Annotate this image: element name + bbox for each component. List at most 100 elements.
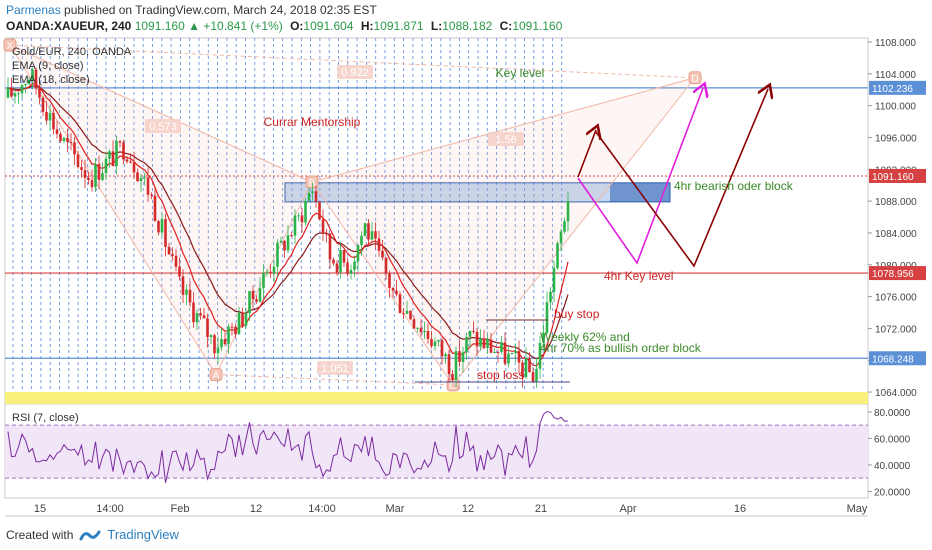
- time-tick-label: 15: [34, 503, 46, 515]
- candle: [171, 254, 174, 256]
- candle: [237, 312, 241, 335]
- ema-18-line: [7, 85, 569, 360]
- candle: [542, 332, 545, 344]
- time-tick-label: 21: [535, 503, 547, 515]
- pattern-point-a: [209, 368, 223, 382]
- candle: [367, 223, 370, 240]
- candle: [489, 339, 493, 353]
- candle: [6, 87, 10, 98]
- candle: [269, 271, 272, 274]
- annotation-branding: Currar Mentorship: [264, 115, 361, 129]
- ohlc-bar: OANDA:XAUEUR, 240 1091.160 ▲ +10.841 (+1…: [6, 19, 562, 33]
- pattern-point-b: [305, 175, 319, 189]
- candle: [73, 142, 76, 155]
- author-link[interactable]: Parmenas: [6, 3, 61, 17]
- price-tick-label: 1084.000: [875, 229, 917, 240]
- pattern-ac-line: [215, 374, 454, 386]
- price-change: +10.841 (+1%): [203, 19, 283, 33]
- candle: [563, 221, 566, 232]
- candle: [398, 294, 402, 314]
- candle: [164, 219, 167, 247]
- candle: [223, 339, 227, 345]
- candle: [118, 141, 122, 143]
- price-label: 1078.956: [872, 269, 914, 280]
- candle: [531, 372, 535, 383]
- candle: [430, 339, 433, 347]
- candle: [122, 142, 125, 160]
- ratio-label-bg: [488, 132, 524, 146]
- candle: [227, 326, 230, 345]
- candle: [363, 223, 367, 236]
- candle: [535, 368, 538, 383]
- time-tick-label: 12: [462, 503, 474, 515]
- highlight-band: [5, 392, 868, 404]
- candle: [202, 315, 206, 319]
- candle: [45, 111, 48, 121]
- time-tick-label: May: [847, 503, 868, 515]
- candle: [556, 243, 559, 269]
- candle: [500, 342, 503, 352]
- candle: [521, 362, 524, 377]
- candle: [251, 291, 255, 300]
- rsi-tick-label: 80.0000: [874, 408, 911, 419]
- candle: [48, 112, 52, 121]
- close-value: 1091.160: [512, 19, 563, 33]
- candle: [62, 137, 66, 141]
- pattern-point-x: [3, 38, 17, 52]
- pattern-point-label: X: [7, 41, 14, 52]
- candle: [451, 374, 454, 380]
- candle: [199, 313, 202, 316]
- candle: [412, 319, 416, 329]
- candle: [419, 327, 423, 333]
- candle: [349, 269, 353, 274]
- pattern-point-label: A: [213, 371, 220, 382]
- price-tick-label: 1100.000: [875, 102, 916, 113]
- pattern-bcd-triangle: [311, 76, 697, 386]
- projection-up-arrow: [577, 130, 596, 178]
- price-tick-label: 1092.000: [875, 165, 917, 176]
- candle: [178, 266, 181, 277]
- pattern-point-d: [688, 71, 702, 85]
- published-text: published on TradingView.com, March 24, …: [64, 3, 377, 17]
- candle: [328, 233, 332, 260]
- low-label: L:: [430, 19, 443, 33]
- candle: [125, 159, 129, 162]
- candle: [538, 343, 542, 369]
- pattern-ratio-label: 0.922: [341, 67, 369, 79]
- candle: [510, 353, 514, 355]
- candle: [255, 299, 258, 302]
- price-label-bg: [869, 168, 926, 183]
- candle: [437, 340, 440, 342]
- candle: [185, 289, 188, 295]
- candle: [335, 263, 339, 273]
- legend-entry: EMA (9, close): [12, 60, 84, 72]
- candle: [13, 93, 17, 97]
- candle: [66, 137, 69, 142]
- candle: [108, 151, 111, 159]
- candle: [115, 141, 118, 167]
- pattern-point-c: [446, 378, 460, 392]
- projection-magenta-arrow: [577, 88, 703, 265]
- annotation-4hr-key-level: 4hr Key level: [604, 269, 673, 283]
- candle: [381, 250, 384, 258]
- candle: [444, 354, 447, 357]
- candle: [101, 173, 104, 180]
- rsi-pane: [4, 403, 869, 499]
- candle: [262, 273, 265, 289]
- tradingview-brand[interactable]: TradingView: [107, 527, 179, 542]
- candle: [549, 291, 552, 303]
- annotation-key-level: Key level: [496, 66, 545, 80]
- ratio-label-bg: [337, 65, 373, 79]
- candle: [423, 330, 426, 333]
- price-label-bg: [869, 80, 926, 95]
- candle: [80, 167, 83, 170]
- candle: [566, 201, 570, 222]
- time-tick-label: Apr: [619, 503, 636, 515]
- candle: [545, 302, 549, 333]
- candle: [353, 261, 356, 270]
- candle: [440, 340, 444, 357]
- candle: [300, 215, 304, 223]
- candle: [31, 69, 34, 80]
- pattern-point-label: B: [309, 178, 316, 189]
